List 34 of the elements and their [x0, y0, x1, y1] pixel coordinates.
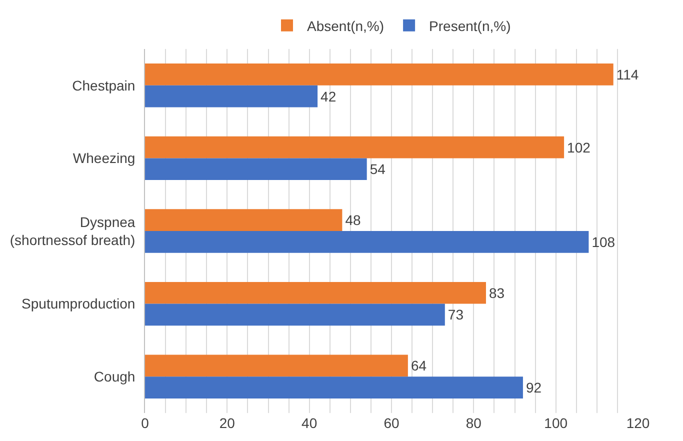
y-tick-label: Wheezing: [72, 150, 136, 166]
x-tick-label: 120: [626, 415, 650, 431]
y-tick-label: Chestpain: [72, 77, 136, 94]
data-label: 114: [616, 66, 639, 82]
y-tick-label: Cough: [94, 368, 136, 384]
bar: [145, 304, 445, 326]
legend-label: Present(n,%): [429, 18, 511, 34]
data-label: 54: [370, 161, 386, 178]
bar: [145, 231, 589, 253]
x-tick-label: 40: [302, 415, 318, 431]
y-tick-label: Dyspnea (shortnessof breath): [10, 214, 136, 248]
x-tick-label: 80: [466, 415, 482, 431]
data-label: 42: [320, 88, 336, 104]
bar: [145, 136, 564, 158]
data-label: 83: [488, 284, 505, 301]
bar: [145, 376, 523, 398]
y-tick-label: Sputumproduction: [22, 296, 136, 312]
x-tick-label: 0: [141, 415, 150, 431]
bar: [145, 158, 367, 180]
x-tick-label: 100: [544, 415, 568, 431]
legend-label: Absent(n,%): [307, 18, 384, 34]
data-label: 92: [526, 380, 542, 396]
bar: [145, 354, 408, 377]
bar: [145, 282, 486, 304]
bar: [145, 64, 614, 86]
data-label: 73: [448, 306, 464, 323]
bar: [145, 209, 342, 231]
x-tick-label: 60: [384, 415, 400, 431]
data-label: 102: [567, 139, 591, 156]
data-label: 48: [345, 212, 361, 228]
data-label: 108: [592, 234, 616, 250]
data-label: 64: [410, 358, 427, 374]
x-tick-label: 20: [219, 415, 236, 431]
bar: [145, 85, 318, 108]
